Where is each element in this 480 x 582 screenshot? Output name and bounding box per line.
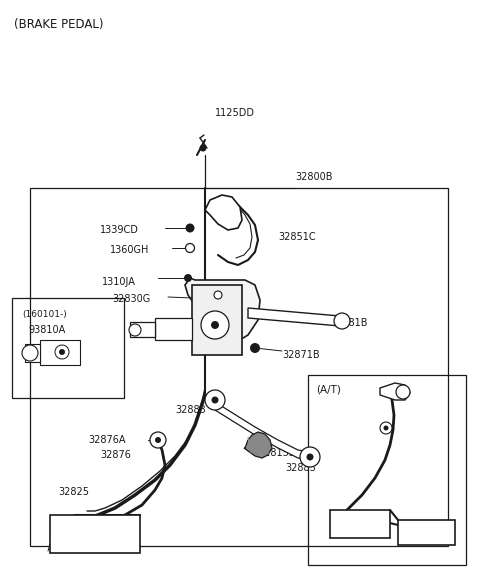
Text: 1125DD: 1125DD	[215, 108, 255, 118]
Polygon shape	[398, 520, 455, 545]
Polygon shape	[244, 432, 272, 458]
Text: 93810A: 93810A	[28, 325, 65, 335]
Text: 32883: 32883	[175, 405, 206, 415]
Text: 93810A: 93810A	[140, 330, 177, 340]
Circle shape	[155, 437, 161, 443]
Circle shape	[185, 243, 194, 253]
Circle shape	[150, 432, 166, 448]
Circle shape	[22, 345, 38, 361]
Circle shape	[334, 313, 350, 329]
Circle shape	[250, 343, 260, 353]
Polygon shape	[155, 318, 192, 340]
Circle shape	[211, 321, 219, 329]
Circle shape	[384, 425, 388, 431]
Circle shape	[214, 291, 222, 299]
Text: 32876: 32876	[100, 450, 131, 460]
Polygon shape	[248, 308, 340, 326]
Text: 32800B: 32800B	[295, 172, 333, 182]
Text: (160101-): (160101-)	[22, 310, 67, 319]
Text: 1310JA: 1310JA	[102, 277, 136, 287]
Circle shape	[129, 324, 141, 336]
Circle shape	[300, 447, 320, 467]
Polygon shape	[330, 510, 390, 538]
Circle shape	[200, 144, 206, 151]
Polygon shape	[130, 322, 155, 337]
Circle shape	[205, 390, 225, 410]
Circle shape	[201, 311, 229, 339]
Text: 1339CD: 1339CD	[100, 225, 139, 235]
Circle shape	[396, 385, 410, 399]
Text: 1360GH: 1360GH	[110, 245, 149, 255]
Polygon shape	[25, 344, 40, 362]
Polygon shape	[210, 392, 310, 460]
Text: 32830G: 32830G	[112, 294, 150, 304]
Text: (BRAKE PEDAL): (BRAKE PEDAL)	[14, 18, 104, 31]
Polygon shape	[205, 195, 242, 230]
Bar	[30, 188, 448, 546]
Text: 32851C: 32851C	[278, 232, 316, 242]
Circle shape	[55, 345, 69, 359]
Circle shape	[59, 349, 65, 355]
Circle shape	[307, 453, 313, 460]
Text: 32825: 32825	[348, 522, 379, 532]
Polygon shape	[380, 383, 410, 400]
Text: 32883: 32883	[285, 463, 316, 473]
Text: (A/T): (A/T)	[316, 385, 341, 395]
Bar	[308, 375, 466, 565]
Polygon shape	[50, 515, 140, 553]
Polygon shape	[185, 278, 260, 340]
Circle shape	[212, 396, 218, 403]
Circle shape	[380, 422, 392, 434]
Circle shape	[185, 223, 194, 232]
Text: 32876A: 32876A	[88, 435, 125, 445]
Text: 32881B: 32881B	[330, 318, 368, 328]
Polygon shape	[40, 340, 80, 365]
Bar	[12, 298, 124, 398]
Text: 32815S: 32815S	[258, 448, 295, 458]
Text: 32825: 32825	[58, 487, 89, 497]
Circle shape	[184, 274, 192, 282]
Polygon shape	[192, 285, 242, 355]
Text: 32871B: 32871B	[282, 350, 320, 360]
